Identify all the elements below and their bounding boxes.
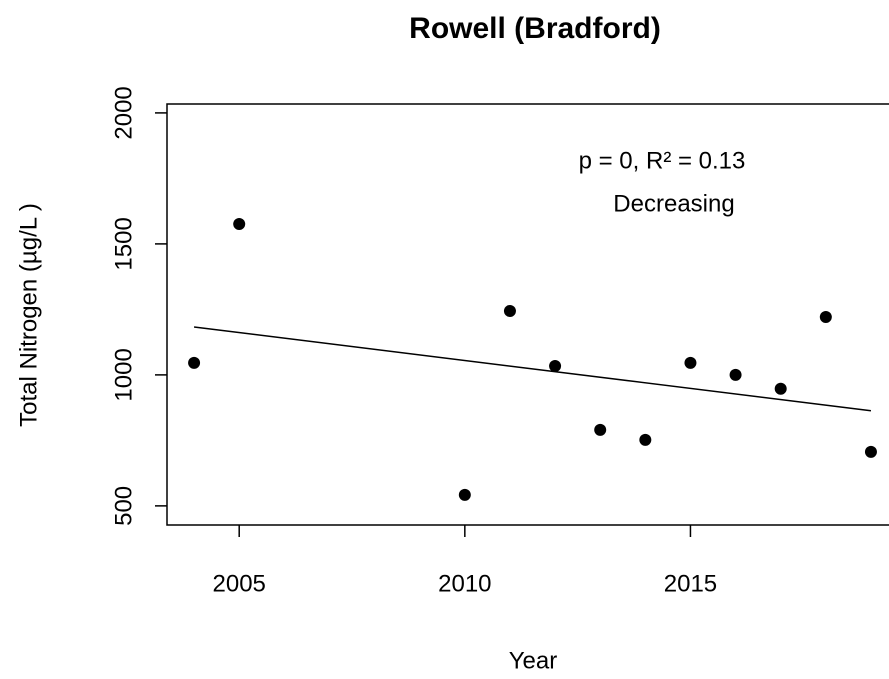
y-tick-label: 500: [110, 486, 137, 526]
chart-title: Rowell (Bradford): [409, 12, 661, 45]
point: [729, 368, 742, 381]
x-axis-label: Year: [509, 647, 558, 674]
point: [684, 356, 697, 369]
x-tick-label: 2010: [438, 570, 491, 597]
x-tick-label: 2005: [213, 570, 266, 597]
trend-line: [193, 326, 872, 412]
point: [864, 445, 877, 458]
point: [549, 359, 562, 372]
x-tick-label: 2015: [664, 570, 717, 597]
point: [503, 304, 516, 317]
y-tick-label: 1000: [110, 348, 137, 401]
point: [594, 423, 607, 436]
y-tick-label: 2000: [110, 86, 137, 139]
point: [819, 310, 832, 323]
plot-frame: [166, 103, 889, 526]
y-axis-label: Total Nitrogen (µg/L ): [15, 203, 42, 427]
y-tick-label: 1500: [110, 217, 137, 270]
point: [639, 433, 652, 446]
annotation: p = 0, R² = 0.13: [579, 147, 746, 174]
point: [458, 488, 471, 501]
annotation: Decreasing: [613, 190, 734, 217]
point: [188, 356, 201, 369]
point: [233, 217, 246, 230]
point: [774, 382, 787, 395]
